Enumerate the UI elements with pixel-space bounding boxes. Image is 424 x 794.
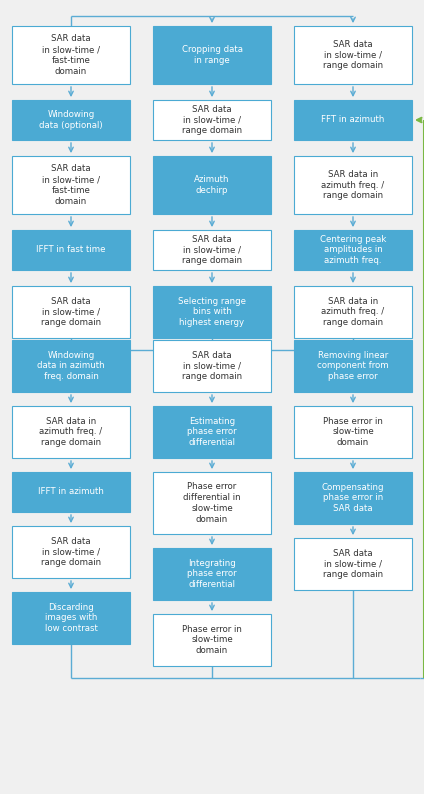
FancyBboxPatch shape [153,340,271,392]
Text: Windowing
data (optional): Windowing data (optional) [39,110,103,130]
FancyBboxPatch shape [153,100,271,140]
Text: SAR data
in slow-time /
range domain: SAR data in slow-time / range domain [182,105,242,135]
FancyBboxPatch shape [153,286,271,338]
FancyBboxPatch shape [153,472,271,534]
FancyBboxPatch shape [294,340,412,392]
Text: IFFT in fast time: IFFT in fast time [36,245,106,255]
Text: Compensating
phase error in
SAR data: Compensating phase error in SAR data [322,483,384,513]
FancyBboxPatch shape [294,472,412,524]
Text: Azimuth
dechirp: Azimuth dechirp [194,175,230,195]
Text: Phase error
differential in
slow-time
domain: Phase error differential in slow-time do… [183,483,241,523]
FancyBboxPatch shape [12,156,130,214]
FancyBboxPatch shape [12,286,130,338]
FancyBboxPatch shape [12,340,130,392]
Text: Cropping data
in range: Cropping data in range [181,45,243,65]
FancyBboxPatch shape [294,100,412,140]
Text: Selecting range
bins with
highest energy: Selecting range bins with highest energy [178,297,246,327]
Text: SAR data in
azimuth freq. /
range domain: SAR data in azimuth freq. / range domain [321,170,385,200]
FancyBboxPatch shape [294,406,412,458]
Text: Estimating
phase error
differential: Estimating phase error differential [187,417,237,447]
FancyBboxPatch shape [294,286,412,338]
FancyBboxPatch shape [294,156,412,214]
FancyBboxPatch shape [294,230,412,270]
FancyBboxPatch shape [12,100,130,140]
FancyBboxPatch shape [12,26,130,84]
FancyBboxPatch shape [12,406,130,458]
FancyBboxPatch shape [12,472,130,512]
FancyBboxPatch shape [294,26,412,84]
Text: Integrating
phase error
differential: Integrating phase error differential [187,559,237,589]
Text: Discarding
images with
low contrast: Discarding images with low contrast [45,603,98,634]
Text: Centering peak
amplitudes in
azimuth freq.: Centering peak amplitudes in azimuth fre… [320,235,386,265]
Text: SAR data
in slow-time /
range domain: SAR data in slow-time / range domain [323,549,383,580]
FancyBboxPatch shape [12,230,130,270]
Text: IFFT in azimuth: IFFT in azimuth [38,488,104,496]
FancyBboxPatch shape [153,156,271,214]
FancyBboxPatch shape [153,26,271,84]
Text: FFT in azimuth: FFT in azimuth [321,115,385,125]
Text: SAR data
in slow-time /
range domain: SAR data in slow-time / range domain [323,40,383,70]
FancyBboxPatch shape [294,538,412,590]
FancyBboxPatch shape [153,406,271,458]
FancyBboxPatch shape [153,614,271,666]
Text: SAR data in
azimuth freq. /
range domain: SAR data in azimuth freq. / range domain [39,417,103,447]
Text: SAR data
in slow-time /
range domain: SAR data in slow-time / range domain [41,537,101,567]
Text: Phase error in
slow-time
domain: Phase error in slow-time domain [182,625,242,655]
FancyBboxPatch shape [12,592,130,644]
Text: SAR data
in slow-time /
range domain: SAR data in slow-time / range domain [182,235,242,265]
Text: Phase error in
slow-time
domain: Phase error in slow-time domain [323,417,383,447]
Text: SAR data in
azimuth freq. /
range domain: SAR data in azimuth freq. / range domain [321,297,385,327]
FancyBboxPatch shape [12,526,130,578]
Text: SAR data
in slow-time /
fast-time
domain: SAR data in slow-time / fast-time domain [42,34,100,75]
FancyBboxPatch shape [153,548,271,600]
Text: Removing linear
component from
phase error: Removing linear component from phase err… [317,351,389,381]
Text: SAR data
in slow-time /
range domain: SAR data in slow-time / range domain [182,351,242,381]
Text: Windowing
data in azimuth
freq. domain: Windowing data in azimuth freq. domain [37,351,105,381]
Text: SAR data
in slow-time /
range domain: SAR data in slow-time / range domain [41,297,101,327]
Text: SAR data
in slow-time /
fast-time
domain: SAR data in slow-time / fast-time domain [42,164,100,206]
FancyBboxPatch shape [153,230,271,270]
